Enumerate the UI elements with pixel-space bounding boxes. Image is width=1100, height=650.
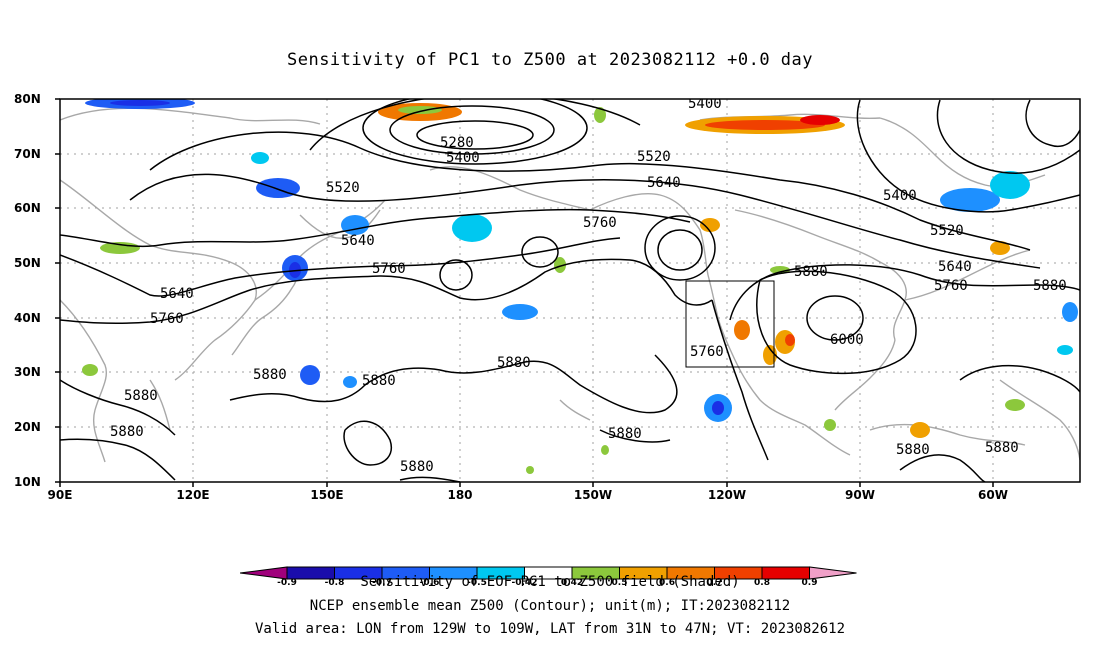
map-title: Sensitivity of PC1 to Z500 at 2023082112… [286,50,813,70]
colorbar-tick-label: -0.9 [277,578,297,588]
contour-label: 5760 [150,311,184,327]
lon-label: 120W [707,488,747,502]
contour-label: 5880 [608,426,642,442]
contour-note: NCEP ensemble mean Z500 (Contour); unit(… [309,598,791,614]
contour-label: 5640 [938,259,972,275]
contour-labels: 5400 5280 5400 5520 5520 5640 5640 5760 … [110,96,1067,475]
contour-label: 5880 [400,459,434,475]
contour-label: 5880 [362,373,396,389]
contour-label: 5760 [372,261,406,277]
contour-label: 5400 [446,150,480,166]
contour-label: 5760 [583,215,617,231]
lat-label: 20N [14,420,41,434]
contour-label: 5640 [160,286,194,302]
colorbar-tick-label: 0.8 [754,578,770,588]
colorbar-tick-label: 0.7 [706,578,723,588]
lat-label: 70N [14,147,41,161]
colorbar-tick-label: 0.42 [560,578,584,588]
z500-contours [60,99,1080,482]
valid-area-note: Valid area: LON from 129W to 109W, LAT f… [254,621,845,637]
lat-label: 60N [14,201,41,215]
lat-label: 30N [14,365,41,379]
axis-ticks [55,98,994,487]
contour-label: 5760 [690,344,724,360]
contour-label: 5640 [341,233,375,249]
lon-label: 120E [176,488,210,502]
contour-label: 5640 [647,175,681,191]
plot-frame [59,98,1081,483]
contour-label: 5880 [896,442,930,458]
colorbar-tick-label: -0.6 [419,578,440,588]
graticule [60,99,1080,482]
colorbar-tick-label: -0.8 [324,578,345,588]
contour-label: 5880 [985,440,1019,456]
lat-label: 50N [14,256,41,270]
lat-label: 40N [14,311,41,325]
colorbar-arrow-high [809,566,857,580]
colorbar-tick-label: -0.5 [467,578,487,588]
colorbar-tick-label: -0.7 [372,578,392,588]
contour-label: 5880 [1033,278,1067,294]
contour-label: 5400 [688,96,722,112]
contour-label: 5880 [124,388,158,404]
valid-area-box [685,280,775,368]
contour-label: 5880 [253,367,287,383]
coastlines [60,107,1080,463]
lon-label: 180 [447,488,473,502]
colorbar-tick-label: -0.42 [511,578,538,588]
lon-label: 150W [573,488,613,502]
contour-label: 5880 [110,424,144,440]
contour-label: 5280 [440,135,474,151]
lat-label: 10N [14,475,41,489]
contour-label: 5880 [794,264,828,280]
lon-label: 90W [845,488,875,502]
contour-label: 5880 [497,355,531,371]
lat-label: 80N [14,92,41,106]
lon-label: 150E [310,488,344,502]
colorbar-tick-label: 0.6 [659,578,675,588]
colorbar-tick-label: 0.9 [801,578,818,588]
contour-label: 6000 [830,332,864,348]
contour-label: 5760 [934,278,968,294]
colorbar-title: Sensitivity of EOF PC1 to Z500 field (Sh… [360,574,740,590]
colorbar [240,566,857,580]
contour-label: 5400 [883,188,917,204]
contour-label: 5520 [637,149,671,165]
contour-label: 5520 [930,223,964,239]
contour-label: 5520 [326,180,360,196]
colorbar-tick-label: 0.5 [611,578,628,588]
lon-label: 60W [978,488,1008,502]
lon-label: 90E [47,488,73,502]
